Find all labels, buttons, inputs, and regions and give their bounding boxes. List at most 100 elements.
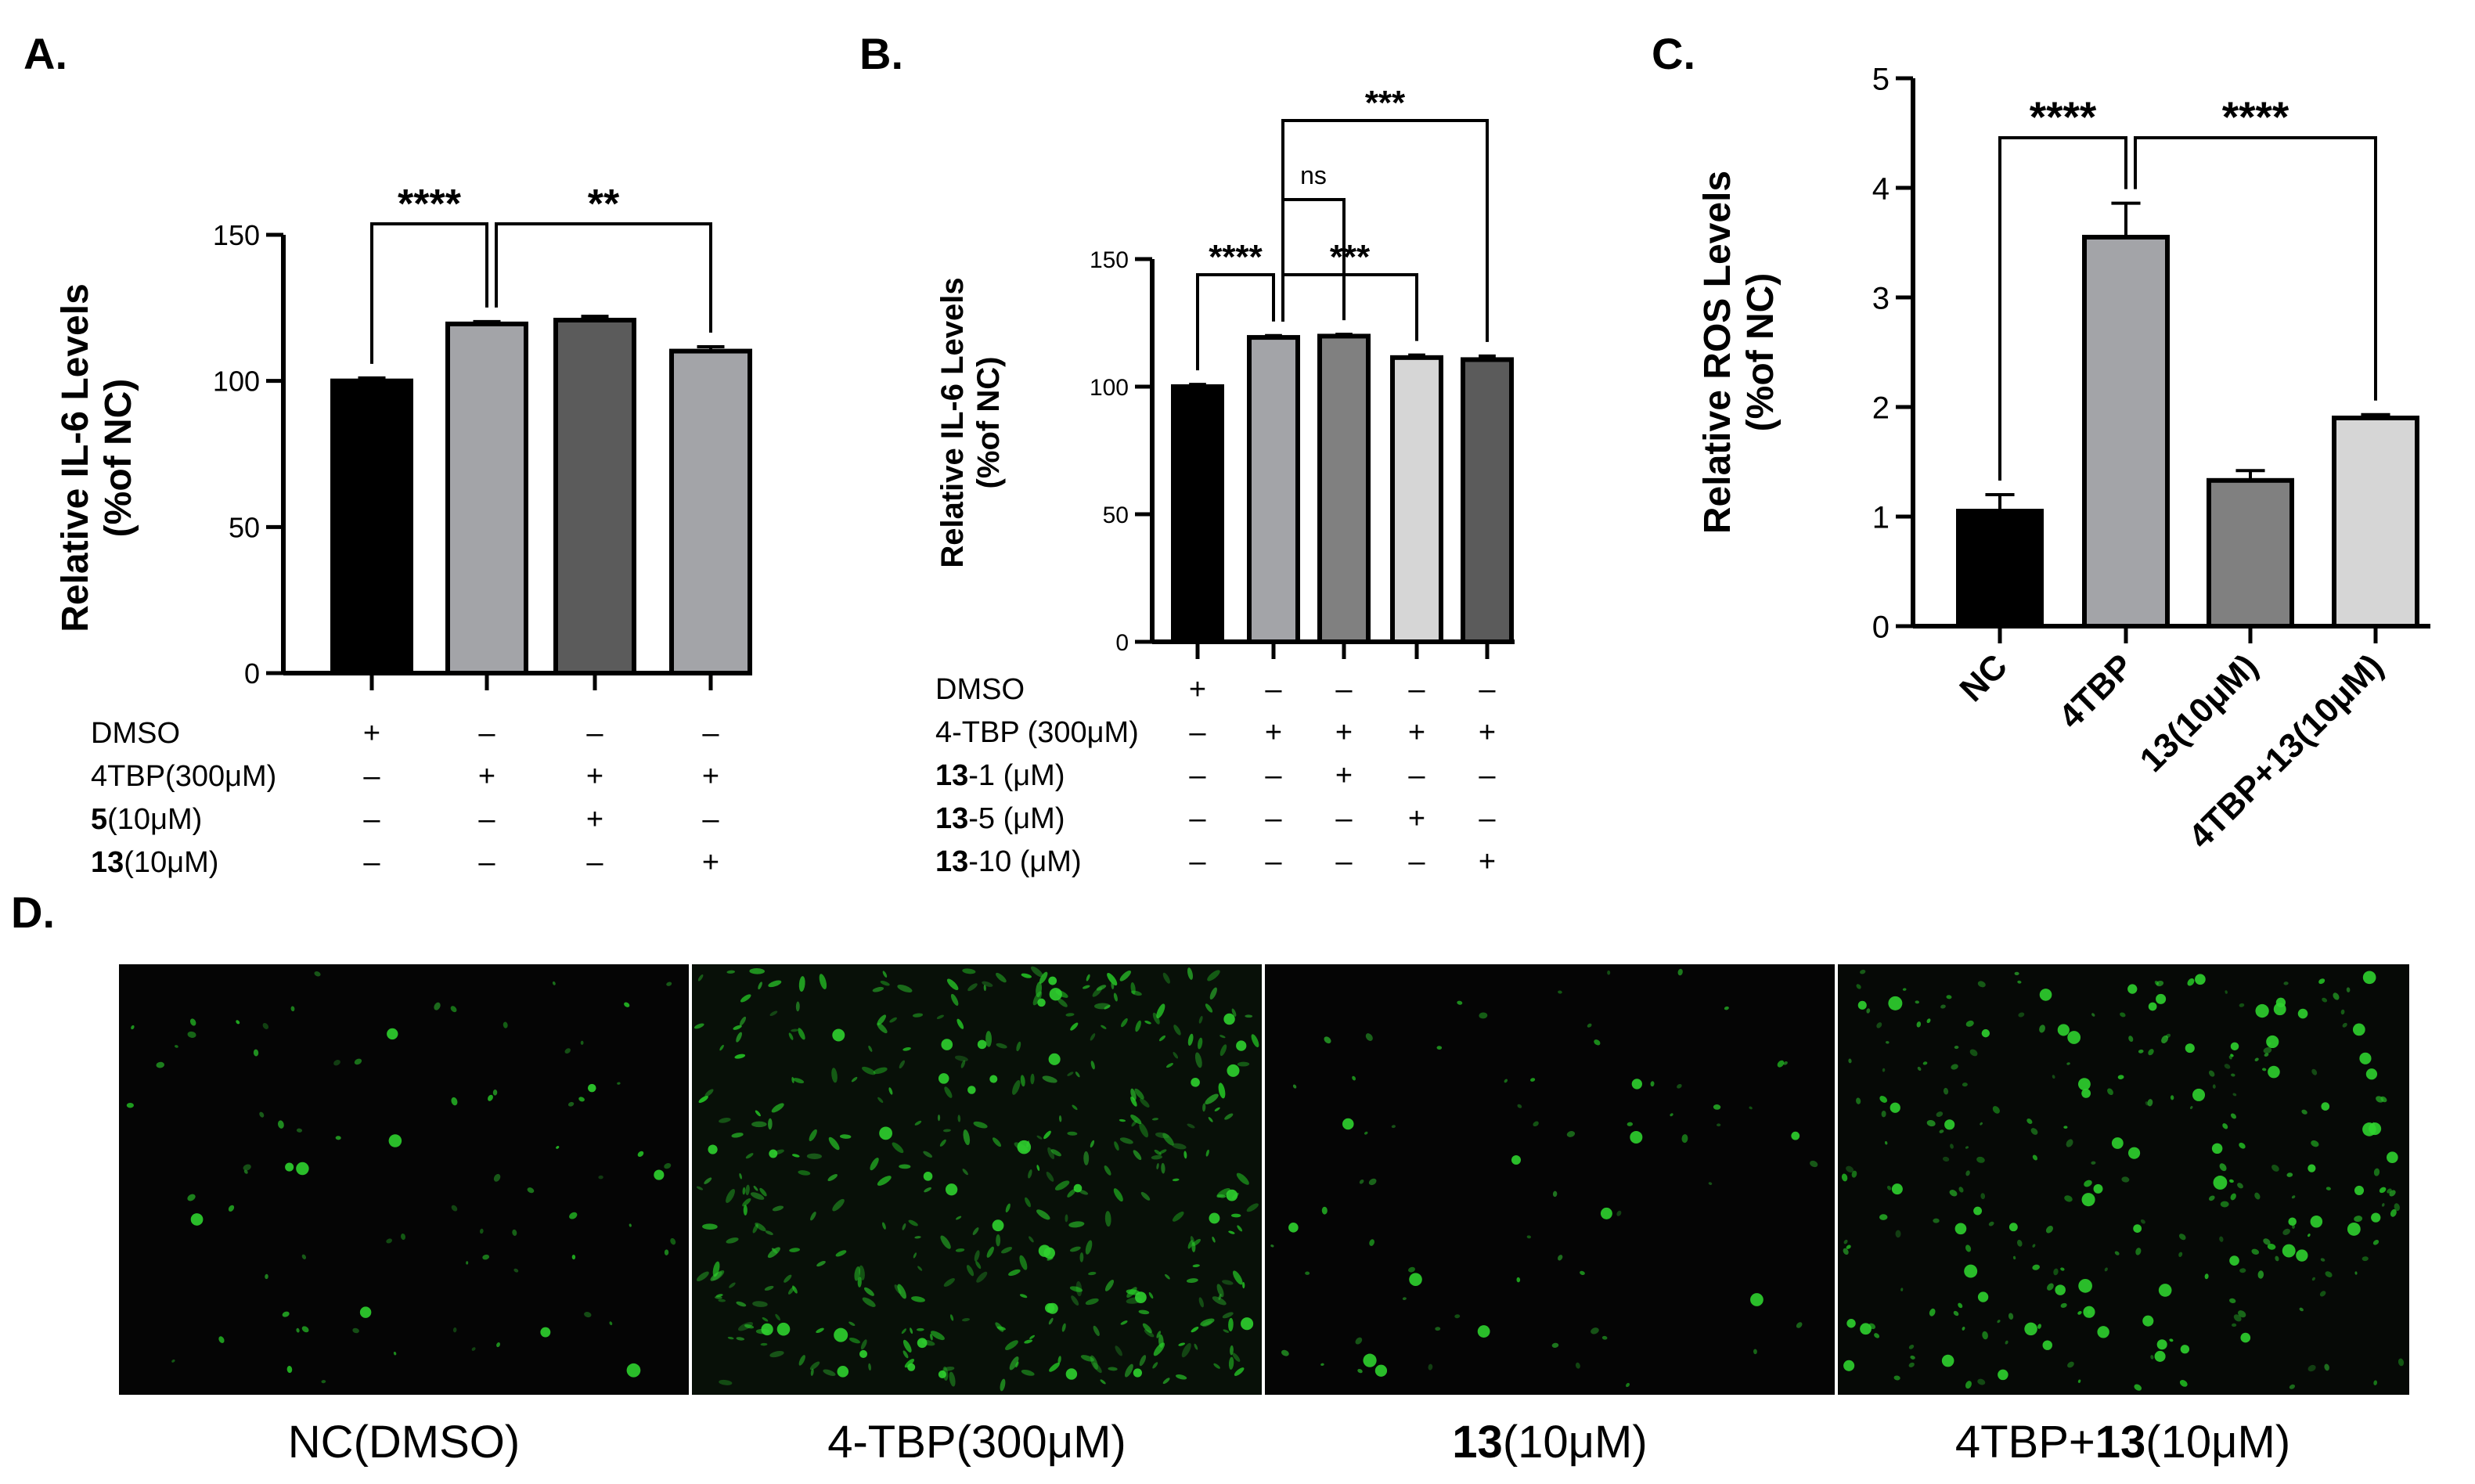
cell-spot bbox=[897, 1284, 906, 1299]
cell-spot bbox=[1879, 1096, 1888, 1103]
cell-bright bbox=[2192, 1088, 2206, 1101]
cell-spot bbox=[1086, 974, 1090, 982]
cell-bright bbox=[1409, 1273, 1422, 1286]
cell-spot bbox=[2208, 1070, 2215, 1077]
cell-spot bbox=[862, 1297, 876, 1307]
cell-spot bbox=[1940, 1004, 1946, 1009]
cell-spot bbox=[2373, 1380, 2378, 1385]
cell-spot bbox=[816, 1327, 824, 1334]
cell-bright bbox=[907, 1363, 916, 1371]
cell-spot bbox=[2228, 1298, 2236, 1303]
cell-spot bbox=[1142, 1323, 1152, 1334]
cell-spot bbox=[942, 1129, 951, 1133]
cell-spot bbox=[1019, 1294, 1028, 1298]
cell-spot bbox=[1601, 1335, 1608, 1340]
cell-spot bbox=[2063, 1126, 2068, 1129]
cell-spot bbox=[2135, 1248, 2142, 1255]
cell-bright bbox=[2081, 1088, 2091, 1098]
cell-spot bbox=[1933, 1218, 1940, 1223]
cell-bright bbox=[945, 1183, 958, 1196]
cell-spot bbox=[2156, 980, 2164, 987]
cell-spot bbox=[1551, 1342, 1559, 1348]
cell-spot bbox=[1533, 1121, 1539, 1127]
cell-spot bbox=[788, 1032, 794, 1040]
cell-spot bbox=[451, 1097, 458, 1106]
cell-spot bbox=[1020, 1075, 1025, 1087]
cell-spot bbox=[1391, 1125, 1396, 1129]
cell-spot bbox=[1021, 973, 1032, 978]
cell-bright bbox=[769, 1149, 778, 1158]
cell-spot bbox=[1231, 1008, 1237, 1017]
cell-spot bbox=[2254, 1057, 2259, 1061]
table-mark-b: – bbox=[1479, 802, 1496, 835]
cell-spot bbox=[1454, 1314, 1461, 1319]
cell-spot bbox=[1124, 1363, 1133, 1378]
cell-spot bbox=[552, 981, 556, 985]
cell-spot bbox=[1224, 1113, 1234, 1120]
cell-spot bbox=[1083, 1151, 1090, 1165]
cell-bright bbox=[2133, 1224, 2142, 1233]
cell-spot bbox=[1457, 1000, 1463, 1005]
cell-spot bbox=[2018, 1012, 2025, 1018]
cell-bright bbox=[1135, 1291, 1147, 1304]
cell-spot bbox=[1068, 1221, 1085, 1228]
cell-bright bbox=[2354, 1185, 2365, 1196]
cell-spot bbox=[1895, 1230, 1901, 1238]
cell-spot bbox=[1135, 1020, 1141, 1032]
cell-spot bbox=[2232, 1323, 2237, 1327]
cell-spot bbox=[2311, 1140, 2319, 1147]
cell-spot bbox=[696, 1186, 704, 1190]
cell-spot bbox=[1242, 1281, 1245, 1289]
cell-bright bbox=[837, 1366, 849, 1378]
table-mark-b: – bbox=[1335, 802, 1353, 835]
cell-spot bbox=[1926, 1120, 1936, 1127]
cell-spot bbox=[1008, 1269, 1021, 1277]
cell-spot bbox=[1228, 1317, 1234, 1332]
cell-spot bbox=[1218, 1293, 1222, 1301]
cell-bright bbox=[2156, 993, 2167, 1004]
cell-bright bbox=[1511, 1154, 1521, 1165]
cell-spot bbox=[1988, 1221, 1994, 1226]
cell-spot bbox=[1054, 1180, 1070, 1190]
cell-bright bbox=[2365, 1068, 2378, 1080]
cell-spot bbox=[862, 1066, 876, 1075]
cell-spot bbox=[1749, 1106, 1753, 1110]
cell-bright bbox=[2268, 1065, 2280, 1079]
cell-spot bbox=[2037, 1324, 2041, 1329]
cell-spot bbox=[868, 1363, 871, 1371]
cell-bright bbox=[1791, 1131, 1800, 1140]
significance-label-a: **** bbox=[398, 182, 462, 227]
cell-spot bbox=[1962, 1326, 1965, 1331]
cell-spot bbox=[1162, 1133, 1174, 1146]
cell-spot bbox=[2230, 1054, 2234, 1057]
cell-spot bbox=[806, 1153, 823, 1159]
cell-spot bbox=[2231, 1073, 2235, 1077]
cell-spot bbox=[2128, 1036, 2134, 1043]
cell-spot bbox=[2289, 1384, 2296, 1389]
cell-bright bbox=[2067, 1031, 2081, 1044]
cell-spot bbox=[1155, 1132, 1169, 1139]
table-mark-b: – bbox=[1265, 802, 1282, 835]
cell-bright bbox=[2093, 1183, 2103, 1194]
cell-spot bbox=[727, 1336, 734, 1340]
image-4tbp bbox=[692, 964, 1262, 1395]
cell-spot bbox=[2325, 1187, 2331, 1190]
cell-spot bbox=[609, 1321, 613, 1326]
cell-spot bbox=[2005, 1340, 2008, 1345]
cell-spot bbox=[694, 1023, 704, 1029]
cell-spot bbox=[1369, 1239, 1374, 1246]
cell-spot bbox=[1228, 1356, 1234, 1370]
cell-spot bbox=[1365, 1033, 1373, 1041]
cell-spot bbox=[950, 993, 959, 1006]
cell-spot bbox=[2032, 1264, 2041, 1270]
cell-spot bbox=[996, 1043, 1007, 1049]
cell-spot bbox=[2311, 1277, 2316, 1281]
cell-spot bbox=[2398, 1358, 2405, 1367]
cell-spot bbox=[2077, 1379, 2081, 1383]
bar-b bbox=[1171, 384, 1224, 644]
cell-spot bbox=[277, 1120, 284, 1129]
cell-spot bbox=[943, 1366, 955, 1371]
cell-spot bbox=[1162, 972, 1170, 984]
cell-bright bbox=[2371, 1212, 2381, 1223]
cell-spot bbox=[1205, 1149, 1209, 1157]
